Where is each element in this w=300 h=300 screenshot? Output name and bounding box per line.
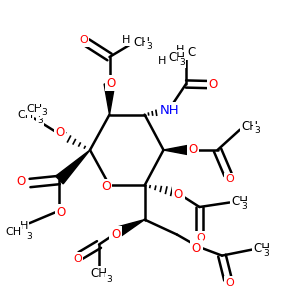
Text: 3: 3 [263, 249, 269, 258]
Text: 3: 3 [106, 274, 112, 284]
Text: O: O [174, 188, 183, 201]
Text: O: O [56, 126, 64, 140]
Text: O: O [73, 254, 82, 264]
Text: H: H [158, 56, 166, 66]
Text: 3: 3 [179, 58, 185, 67]
Polygon shape [164, 145, 192, 155]
Text: 3: 3 [37, 116, 43, 125]
Text: O: O [56, 206, 65, 219]
Text: O: O [106, 76, 116, 90]
Text: O: O [225, 174, 234, 184]
Text: 3: 3 [26, 232, 32, 241]
Text: O: O [16, 175, 26, 188]
Text: 3: 3 [41, 108, 47, 117]
Text: H: H [176, 45, 184, 56]
Text: CH: CH [26, 103, 43, 114]
Text: O: O [188, 142, 197, 156]
Text: O: O [111, 227, 120, 241]
Text: CH: CH [17, 110, 33, 121]
Text: 3: 3 [254, 126, 260, 135]
Polygon shape [56, 150, 90, 184]
Text: O: O [225, 278, 234, 288]
Polygon shape [104, 84, 115, 115]
Text: 3: 3 [241, 202, 247, 211]
Text: C: C [188, 46, 196, 59]
Text: O: O [208, 77, 217, 91]
Text: CH: CH [134, 35, 151, 49]
Text: CH: CH [91, 267, 107, 280]
Text: O: O [79, 35, 88, 45]
Text: CH: CH [254, 242, 271, 256]
Text: CH: CH [242, 119, 259, 133]
Text: O: O [101, 180, 111, 194]
Text: H: H [122, 35, 130, 45]
Text: O: O [196, 232, 206, 243]
Text: CH: CH [231, 195, 248, 208]
Polygon shape [115, 220, 145, 237]
Text: NH: NH [160, 104, 179, 117]
Text: CH: CH [5, 226, 21, 237]
Text: O: O [192, 242, 201, 255]
Text: 3: 3 [146, 42, 152, 51]
Text: CH: CH [168, 51, 185, 64]
Text: H: H [20, 221, 28, 231]
